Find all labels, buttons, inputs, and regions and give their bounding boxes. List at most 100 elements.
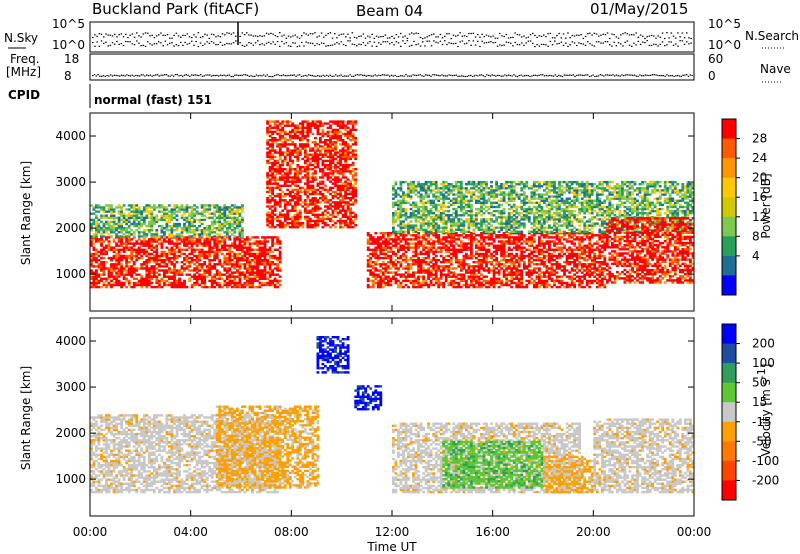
echo-cell: [288, 176, 292, 179]
freq-point: [533, 74, 535, 76]
echo-cell: [140, 248, 144, 251]
echo-cell: [117, 227, 121, 230]
echo-cell: [485, 250, 488, 254]
nsky-point: [160, 32, 162, 34]
echo-cell: [122, 218, 126, 222]
echo-cell: [220, 224, 224, 228]
echo-cell: [331, 195, 335, 198]
echo-cell: [298, 151, 302, 154]
echo-cell: [205, 267, 209, 270]
echo-cell: [293, 213, 297, 216]
echo-cell: [238, 263, 242, 266]
echo-cell: [238, 222, 242, 226]
echo-cell: [248, 285, 252, 289]
freq-point: [272, 76, 274, 78]
echo-cell: [286, 174, 290, 177]
echo-cell: [107, 256, 111, 260]
nsearch-point: [226, 42, 228, 44]
nsearch-point: [362, 42, 365, 44]
echo-cell: [251, 271, 254, 274]
echo-cell: [273, 126, 277, 129]
echo-cell: [482, 240, 486, 243]
echo-cell: [472, 240, 476, 243]
echo-cell: [168, 224, 171, 228]
echo-cell: [150, 229, 154, 232]
echo-cell: [384, 254, 388, 258]
echo-cell: [298, 139, 302, 142]
echo-cell: [210, 275, 214, 278]
echo-cell: [230, 222, 234, 226]
echo-cell: [344, 176, 347, 179]
freq-point: [104, 75, 106, 78]
echo-cell: [223, 208, 227, 211]
nsearch-point: [347, 40, 349, 42]
freq-point: [365, 75, 367, 77]
echo-cell: [122, 273, 126, 276]
echo-cell: [334, 145, 337, 148]
nsky-point: [230, 33, 233, 35]
echo-cell: [308, 126, 312, 129]
echo-cell: [140, 275, 144, 278]
echo-cell: [170, 277, 174, 280]
freq-point: [567, 74, 569, 76]
echo-cell: [334, 207, 337, 210]
echo-cell: [283, 203, 287, 206]
echo-cell: [329, 124, 332, 127]
echo-cell: [122, 229, 126, 232]
echo-cell: [155, 214, 159, 217]
echo-cell: [273, 180, 277, 183]
nsky-point: [103, 36, 105, 38]
echo-cell: [175, 229, 179, 232]
echo-cell: [371, 236, 375, 239]
echo-cell: [278, 224, 282, 227]
echo-cell: [308, 128, 312, 132]
echo-cell: [150, 267, 154, 270]
echo-cell: [273, 163, 277, 167]
echo-cell: [105, 227, 108, 230]
nsky-point: [232, 32, 235, 34]
echo-cell: [341, 215, 345, 219]
echo-cell: [278, 252, 282, 256]
echo-cell: [236, 227, 239, 230]
echo-cell: [417, 234, 420, 237]
echo-cell: [233, 261, 237, 264]
echo-cell: [278, 176, 282, 179]
echo-cell: [329, 213, 332, 216]
echo-cell: [168, 267, 171, 270]
echo-cell: [132, 224, 136, 228]
echo-cell: [346, 120, 350, 123]
freq-point: [673, 75, 675, 78]
freq-point: [372, 75, 375, 77]
echo-cell: [349, 226, 352, 229]
echo-cell: [271, 176, 274, 179]
freq-point: [471, 75, 474, 78]
echo-cell: [339, 124, 342, 127]
echo-cell: [132, 206, 136, 209]
echo-cell: [326, 163, 330, 167]
echo-cell: [344, 132, 347, 136]
echo-cell: [120, 271, 123, 274]
echo-cell: [223, 231, 227, 234]
echo-cell: [165, 259, 169, 262]
echo-cell: [444, 261, 448, 264]
echo-cell: [296, 213, 300, 216]
echo-cell: [90, 277, 93, 280]
echo-cell: [188, 265, 191, 268]
echo-cell: [218, 233, 222, 236]
echo-cell: [100, 285, 103, 289]
echo-cell: [168, 275, 171, 278]
echo-cell: [90, 212, 93, 215]
echo-cell: [286, 149, 290, 152]
echo-cell: [341, 132, 345, 136]
echo-cell: [278, 128, 282, 132]
echo-cell: [142, 252, 146, 256]
echo-cell: [379, 232, 383, 235]
freq-point: [239, 74, 241, 76]
echo-cell: [225, 256, 229, 260]
echo-cell: [475, 256, 478, 260]
echo-cell: [223, 263, 227, 266]
freq-point: [637, 75, 639, 77]
echo-cell: [293, 221, 297, 225]
echo-cell: [497, 269, 501, 272]
nsearch-point: [551, 44, 554, 46]
